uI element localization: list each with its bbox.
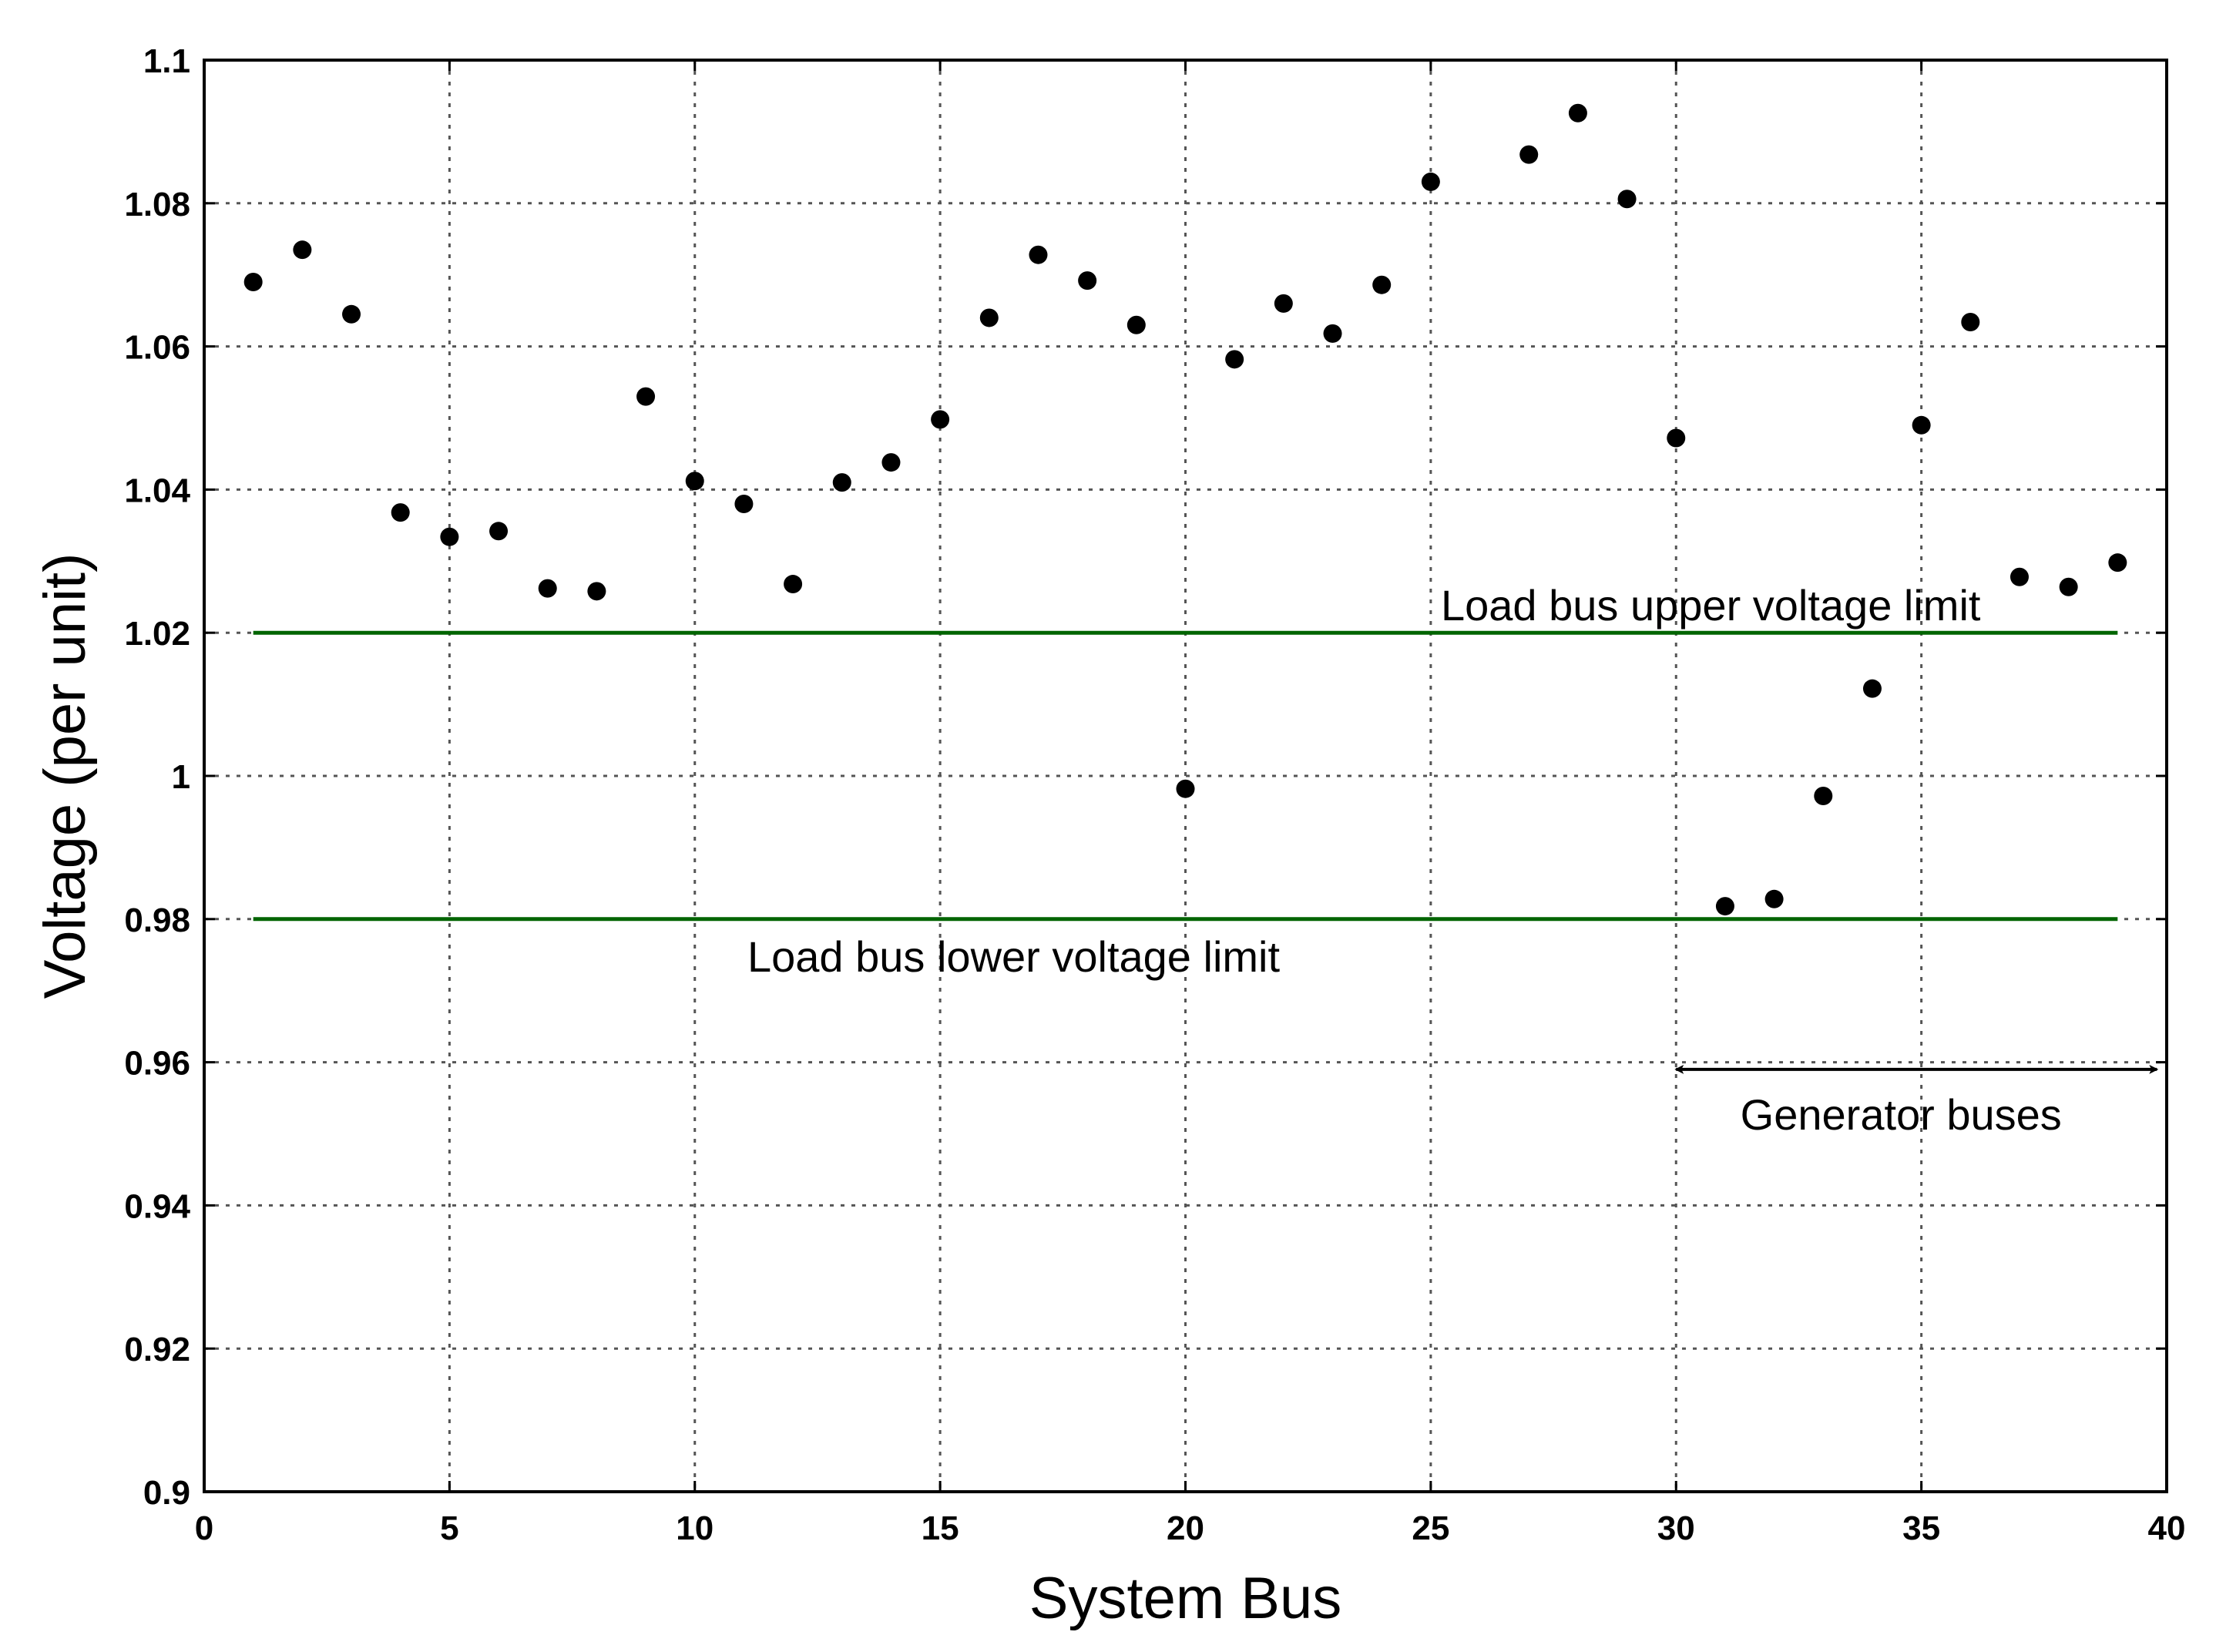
data-point	[1323, 324, 1342, 343]
lower-limit-label: Load bus lower voltage limit	[747, 932, 1280, 981]
data-point	[391, 503, 410, 522]
y-tick-label: 1.08	[124, 186, 190, 223]
data-point	[2059, 577, 2078, 596]
upper-limit-label: Load bus upper voltage limit	[1441, 581, 1981, 630]
data-point	[1814, 787, 1833, 806]
data-point	[685, 472, 704, 491]
grid-lines	[204, 60, 2167, 1492]
data-point	[931, 410, 950, 429]
y-tick-label: 0.92	[124, 1331, 190, 1368]
data-point	[1667, 428, 1686, 448]
reference-lines	[253, 630, 2118, 922]
y-tick-label: 1	[172, 758, 190, 796]
data-point	[979, 308, 999, 327]
x-tick-label: 30	[1657, 1509, 1695, 1547]
y-tick-label: 0.98	[124, 902, 190, 939]
data-point	[1862, 679, 1882, 698]
x-tick-label: 10	[676, 1509, 713, 1547]
data-point	[1225, 350, 1244, 369]
data-point	[832, 473, 851, 492]
data-point	[881, 453, 901, 472]
data-point	[1372, 275, 1392, 294]
y-tick-label: 0.9	[143, 1474, 190, 1512]
axis-ticks: 0 5 10 15 20 25 30 35 40 0.9 0.92 0.94 0.96 0.98 1 1.02…	[124, 42, 2185, 1547]
data-point	[1274, 294, 1293, 313]
generator-buses-label: Generator buses	[1741, 1090, 2062, 1139]
annotations: Load bus upper voltage limit Load bus low…	[747, 581, 2159, 1139]
data-point	[1961, 313, 1980, 332]
data-point	[1126, 315, 1146, 334]
data-point	[636, 387, 656, 406]
x-tick-label: 25	[1412, 1509, 1449, 1547]
data-point	[243, 272, 263, 291]
data-point	[1176, 779, 1195, 798]
x-tick-label: 40	[2148, 1509, 2186, 1547]
data-point	[489, 522, 509, 541]
y-tick-label: 1.06	[124, 329, 190, 367]
x-tick-label: 0	[195, 1509, 213, 1547]
data-point	[2010, 567, 2029, 586]
data-points	[243, 103, 2127, 916]
data-point	[587, 582, 606, 601]
data-point	[538, 579, 557, 598]
data-point	[1764, 889, 1784, 908]
data-point	[784, 575, 803, 594]
data-point	[2108, 553, 2127, 572]
data-point	[1568, 103, 1587, 123]
y-tick-label: 0.96	[124, 1045, 190, 1083]
y-tick-label: 1.04	[124, 472, 190, 509]
data-point	[1421, 172, 1440, 191]
x-tick-label: 20	[1167, 1509, 1204, 1547]
y-tick-label: 1.1	[143, 42, 190, 80]
y-axis-label: Voltage (per unit)	[32, 553, 98, 999]
y-tick-label: 1.02	[124, 615, 190, 653]
data-point	[1715, 897, 1734, 916]
data-point	[1029, 245, 1048, 264]
data-point	[440, 527, 459, 546]
data-point	[1078, 271, 1097, 290]
x-axis-label: System Bus	[1029, 1566, 1341, 1631]
data-point	[1519, 145, 1539, 164]
x-tick-label: 35	[1902, 1509, 1940, 1547]
data-point	[1912, 415, 1931, 435]
data-point	[1617, 190, 1637, 209]
data-point	[734, 494, 754, 513]
data-point	[342, 304, 361, 324]
x-tick-label: 15	[922, 1509, 959, 1547]
data-point	[293, 240, 312, 260]
y-tick-label: 0.94	[124, 1187, 190, 1225]
x-tick-label: 5	[440, 1509, 458, 1547]
